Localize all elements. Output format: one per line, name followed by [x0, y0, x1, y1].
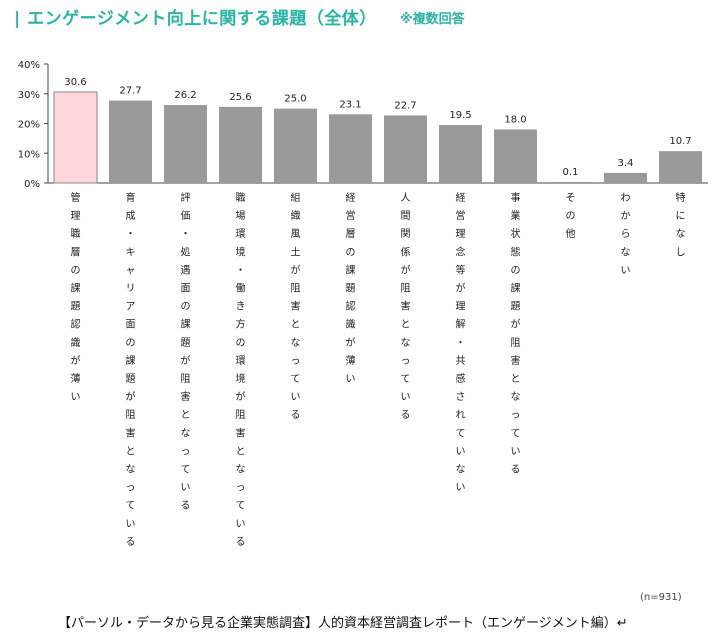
value-label: 10.7: [669, 136, 691, 147]
bar: [219, 106, 262, 183]
value-label: 3.4: [618, 158, 634, 169]
value-label: 26.2: [174, 90, 196, 101]
category-label: わからない: [621, 192, 631, 276]
y-tick-label: 0%: [24, 179, 40, 190]
category-label: 職場環境・働き方の環境が阻害となっている: [236, 192, 246, 548]
bar: [53, 91, 98, 184]
bar: [439, 124, 482, 183]
bar: [384, 115, 427, 183]
y-tick-label: 10%: [18, 149, 40, 160]
category-label: 評価・処遇面の課題が阻害となっている: [181, 191, 191, 512]
y-axis: 0% 10% 20% 30% 40%: [18, 60, 708, 190]
bar: [549, 182, 592, 183]
bar: [494, 129, 537, 183]
bar: [164, 105, 207, 183]
bar: [329, 114, 372, 183]
category-label: 経営理念等が理解・共感されていない: [456, 191, 466, 494]
sample-size-note: (n=931): [640, 592, 682, 603]
category-label: 管理職層の課題認識が薄い: [71, 191, 81, 403]
category-labels: 管理職層の課題認識が薄い 育成・キャリア面の課題が阻害となっている 評価・処遇面の課…: [71, 191, 686, 548]
value-labels: 30.6 27.7 26.2 25.6 25.0 23.1 22.7 19.5 18.0 0.1 3…: [64, 77, 691, 178]
bar: [659, 151, 702, 183]
value-label: 25.6: [229, 92, 251, 103]
value-label: 0.1: [563, 167, 579, 178]
category-label: 経営層の課題認識が薄い: [346, 191, 356, 385]
category-label: 特になし: [676, 192, 686, 258]
category-label: 組織風土が阻害となっている: [291, 191, 301, 421]
value-label: 19.5: [449, 110, 471, 121]
chart-subtitle: ※複数回答: [400, 12, 465, 27]
bar-chart: 0% 10% 20% 30% 40% 30.6 27.7 26.2 25.6 25.0 23.1 2…: [18, 60, 708, 548]
y-tick-label: 30%: [18, 90, 40, 101]
bar: [604, 172, 647, 183]
category-label: 育成・キャリア面の課題が阻害となっている: [126, 191, 136, 548]
bars: [53, 91, 702, 184]
category-label: その他: [566, 192, 576, 240]
value-label: 25.0: [284, 94, 306, 105]
bar: [274, 108, 317, 183]
value-label: 30.6: [64, 77, 86, 88]
value-label: 18.0: [504, 114, 526, 125]
category-label: 人間関係が阻害となっている: [401, 192, 411, 421]
value-label: 23.1: [339, 99, 361, 110]
bar: [109, 100, 152, 183]
chart-title: | エンゲージメント向上に関する課題（全体）: [14, 9, 377, 29]
y-tick-label: 20%: [18, 120, 40, 131]
value-label: 22.7: [394, 100, 416, 111]
y-tick-label: 40%: [18, 60, 40, 71]
source-footer: 【パーソル・データから見る企業実態調査】人的資本経営調査レポート（エンゲージメン…: [58, 616, 628, 631]
category-label: 事業状態の課題が阻害となっている: [511, 191, 521, 476]
value-label: 27.7: [119, 86, 141, 97]
